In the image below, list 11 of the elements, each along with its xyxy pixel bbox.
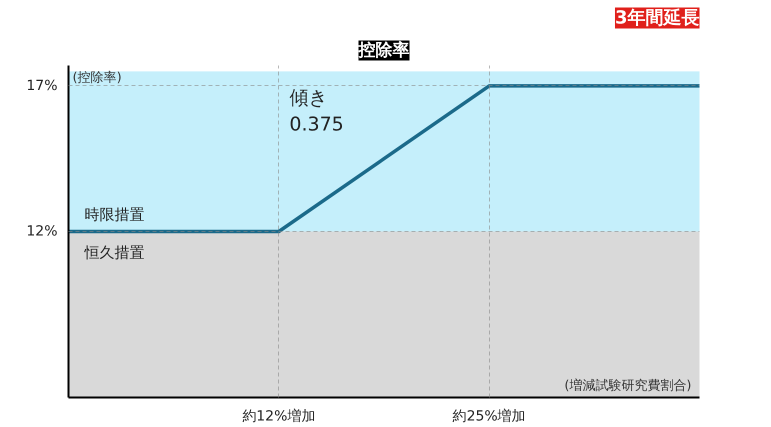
text: 3年間延長 bbox=[614, 8, 700, 28]
band-label: 恒久措置 bbox=[84, 244, 144, 262]
x-axis-title: (増減試験研究費割合) bbox=[564, 378, 692, 394]
band-label: 時限措置 bbox=[84, 206, 144, 224]
annotation: 傾き 0.375 bbox=[289, 86, 344, 136]
chart-title: 控除率 bbox=[358, 40, 410, 60]
y-tick-label: 12% bbox=[26, 224, 58, 240]
x-tick-label: 約12%増加 bbox=[242, 408, 316, 424]
y-tick-label: 17% bbox=[26, 78, 58, 94]
x-tick-label: 約25%増加 bbox=[452, 408, 526, 424]
y-axis-title: (控除率) bbox=[72, 70, 122, 86]
